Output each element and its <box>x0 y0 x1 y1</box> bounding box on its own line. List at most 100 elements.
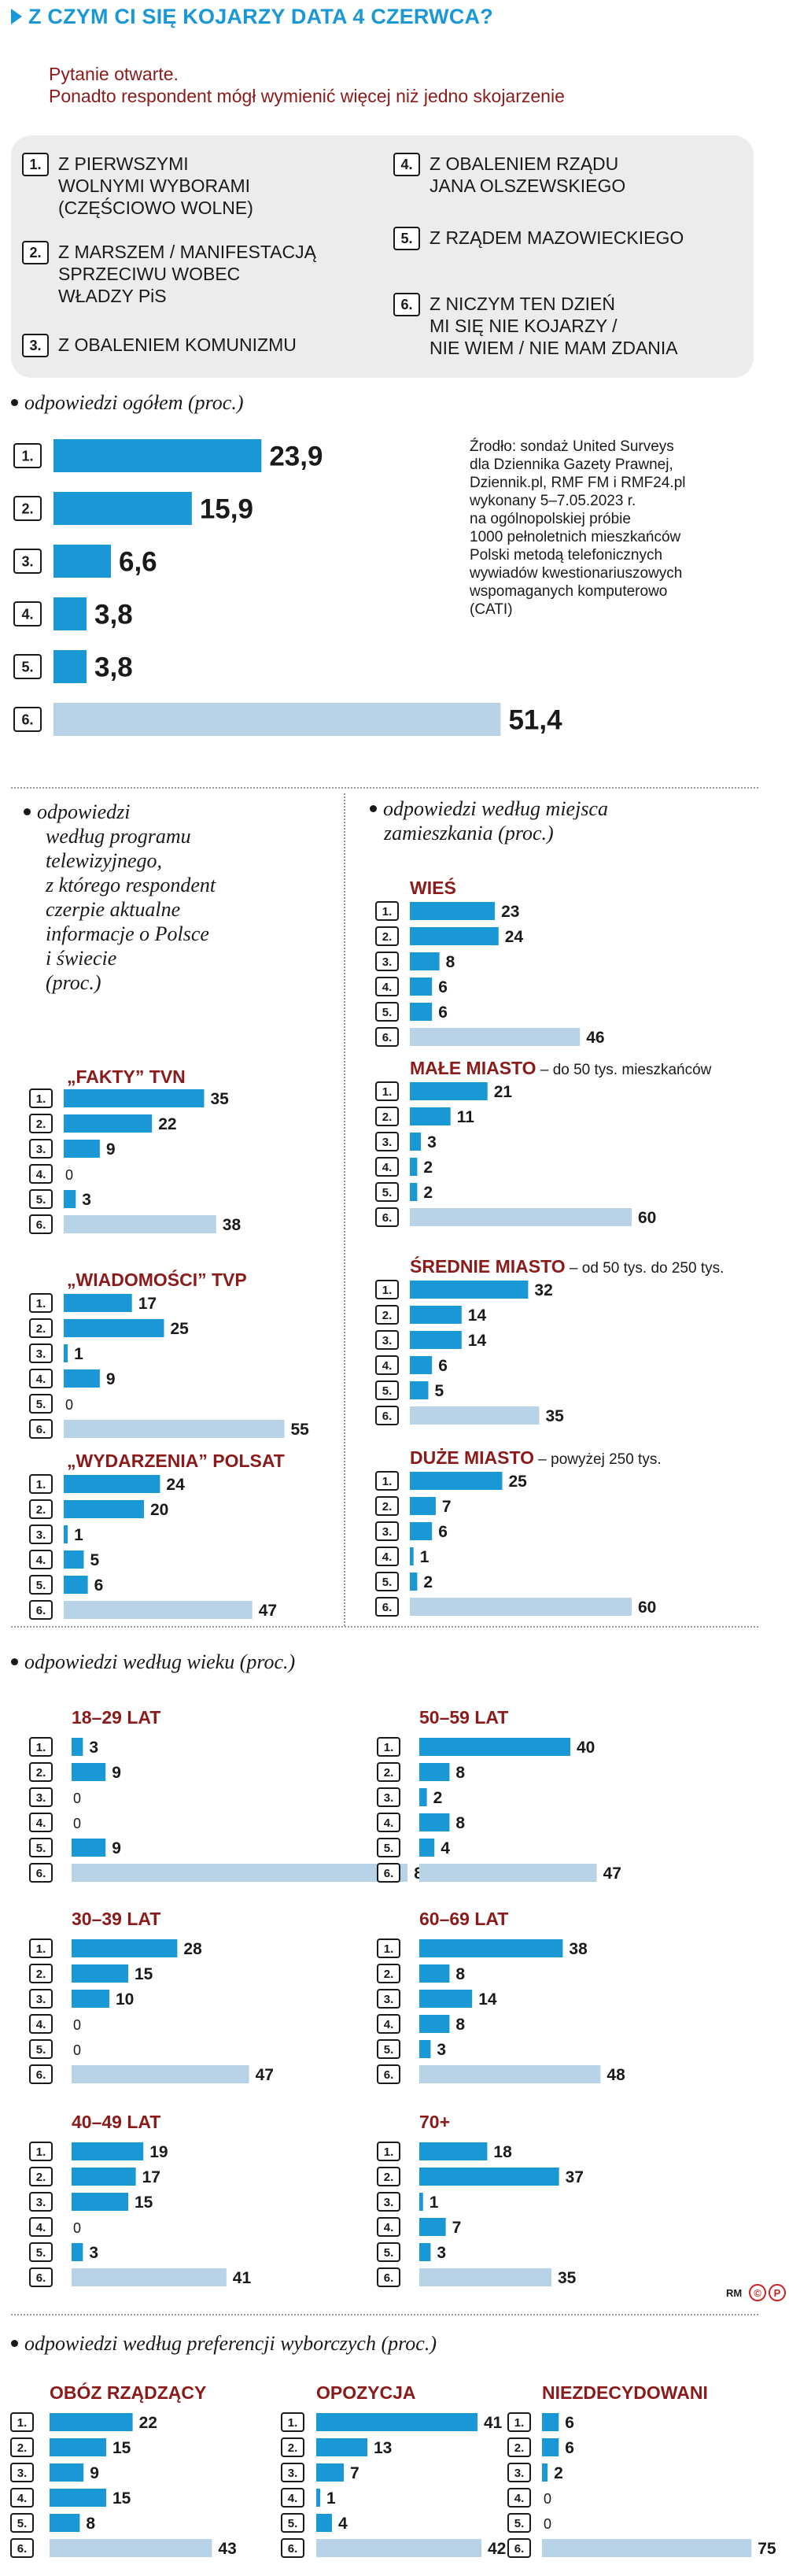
row-number: 4. <box>382 1359 393 1373</box>
section-title-pref: odpowiedzi według preferencji wyborczych… <box>11 2331 437 2356</box>
row-number-box <box>29 1737 53 1757</box>
value-label: 19 <box>149 2143 168 2161</box>
row-number-box <box>375 1305 399 1325</box>
row-number: 1. <box>514 2416 525 2430</box>
chart-a60: 60–69 LAT 1. 38 2. 8 3. 14 4. 8 5. 3 6. 48 <box>377 1909 625 2084</box>
row-number-box <box>375 901 399 921</box>
bar <box>410 1406 540 1425</box>
row-number-box <box>375 1157 399 1177</box>
row-number: 3. <box>384 1993 394 2006</box>
value-label: 2 <box>423 1159 433 1177</box>
value-label: 47 <box>603 1865 621 1883</box>
row-number-box <box>507 2437 531 2457</box>
row-number: 6. <box>36 1218 46 1232</box>
row-number-box <box>29 1787 53 1807</box>
row-number: 4. <box>288 2492 298 2505</box>
row-number-box <box>377 2064 400 2084</box>
value-label: 6 <box>438 1003 448 1022</box>
bar <box>50 2539 212 2557</box>
row-number-box <box>507 2463 531 2482</box>
chart-a50: 50–59 LAT 1. 40 2. 8 3. 2 4. 8 5. 4 6. 47 <box>377 1707 621 1883</box>
row-number: 1. <box>384 1942 394 1956</box>
chart-title: WIEŚ <box>410 877 456 898</box>
value-label: 13 <box>374 2439 392 2457</box>
row-number-box <box>29 1088 53 1108</box>
copyright-icon: © <box>749 2284 766 2301</box>
chart-title: 18–29 LAT <box>72 1707 160 1728</box>
chart-overall: 1. 23,9 2. 15,9 3. 6,6 4. 3,8 5. 3,8 6. 51,4 <box>13 439 562 736</box>
row-number-box <box>29 2039 53 2059</box>
bar <box>64 1500 144 1518</box>
row-number: 6. <box>36 1604 46 1617</box>
row-number-box <box>375 1132 399 1151</box>
row-number: 1. <box>384 1741 394 1754</box>
row-number-box <box>377 2192 400 2212</box>
row-number: 4. <box>382 1161 393 1174</box>
value-label: 2 <box>423 1573 433 1591</box>
row-number-box <box>13 654 42 679</box>
row-number: 2. <box>384 2171 394 2184</box>
row-number: 4. <box>384 2018 394 2031</box>
row-number-box <box>507 2488 531 2508</box>
row-number: 6. <box>382 1211 393 1225</box>
chart-note: – od 50 tys. do 250 tys. <box>566 1260 724 1277</box>
row-number: 1. <box>17 2416 28 2430</box>
value-label: 9 <box>112 1764 121 1782</box>
bar <box>410 1472 503 1490</box>
row-number-box <box>377 1838 400 1857</box>
row-number: 2. <box>514 2441 525 2455</box>
row-number-box <box>375 952 399 971</box>
row-number: 6. <box>382 1031 393 1044</box>
row-number: 5. <box>384 1842 394 1855</box>
row-number-box <box>281 2437 304 2457</box>
value-label: 2 <box>423 1184 433 1202</box>
chart-title: 60–69 LAT <box>419 1909 508 1929</box>
row-number-box <box>10 2437 34 2457</box>
chart-oboz: OBÓZ RZĄDZĄCY 1. 22 2. 15 3. 9 4. 15 5. 8 6. 43 <box>10 2382 237 2558</box>
value-label: 9 <box>112 1839 121 1857</box>
row-number: 1. <box>288 2416 298 2430</box>
bar <box>419 2142 488 2160</box>
value-label: 4 <box>338 2515 348 2533</box>
bar <box>316 2438 367 2456</box>
bar <box>72 1939 178 1957</box>
value-label: 7 <box>350 2464 359 2482</box>
chart-niezdec: NIEZDECYDOWANI 1. 6 2. 6 3. 2 4. 0 5. 0 6. 75 <box>507 2382 776 2558</box>
bar <box>64 1601 253 1619</box>
row-number: 1. <box>384 2145 394 2159</box>
chart-title: „WIADOMOŚCI” TVP <box>67 1269 247 1290</box>
chart-a40: 40–49 LAT 1. 19 2. 17 3. 15 4. 0 5. 3 6. 41 <box>29 2112 251 2287</box>
value-label: 41 <box>484 2414 503 2432</box>
row-number: 5. <box>382 1384 393 1398</box>
bar <box>410 952 440 970</box>
row-number-box <box>29 1474 53 1494</box>
row-number-box <box>375 1521 399 1541</box>
bar <box>72 2193 128 2211</box>
row-number-box <box>377 2242 400 2262</box>
bar <box>72 1763 106 1781</box>
bar <box>419 1813 450 1831</box>
value-label: 0 <box>73 1791 81 1806</box>
bar <box>419 1839 435 1857</box>
page-title: Z CZYM CI SIĘ KOJARZY DATA 4 CZERWCA? <box>11 5 493 29</box>
bar <box>64 1190 76 1208</box>
bar <box>410 1133 422 1151</box>
row-number-box <box>10 2488 34 2508</box>
value-label: 21 <box>494 1083 513 1101</box>
row-number-box <box>377 1787 400 1807</box>
value-label: 23 <box>501 903 519 921</box>
row-number-box <box>377 2217 400 2237</box>
row-number-box <box>29 1762 53 1782</box>
row-number-box <box>29 2267 53 2287</box>
value-label: 25 <box>171 1320 190 1338</box>
value-label: 3 <box>437 2041 446 2059</box>
row-number-box <box>29 2142 53 2161</box>
value-label: 15 <box>135 2193 153 2212</box>
row-number: 3. <box>382 1136 393 1149</box>
row-number: 2. <box>382 1309 393 1322</box>
bar <box>53 492 192 525</box>
value-label: 38 <box>569 1940 588 1958</box>
row-number: 6. <box>17 2542 28 2556</box>
